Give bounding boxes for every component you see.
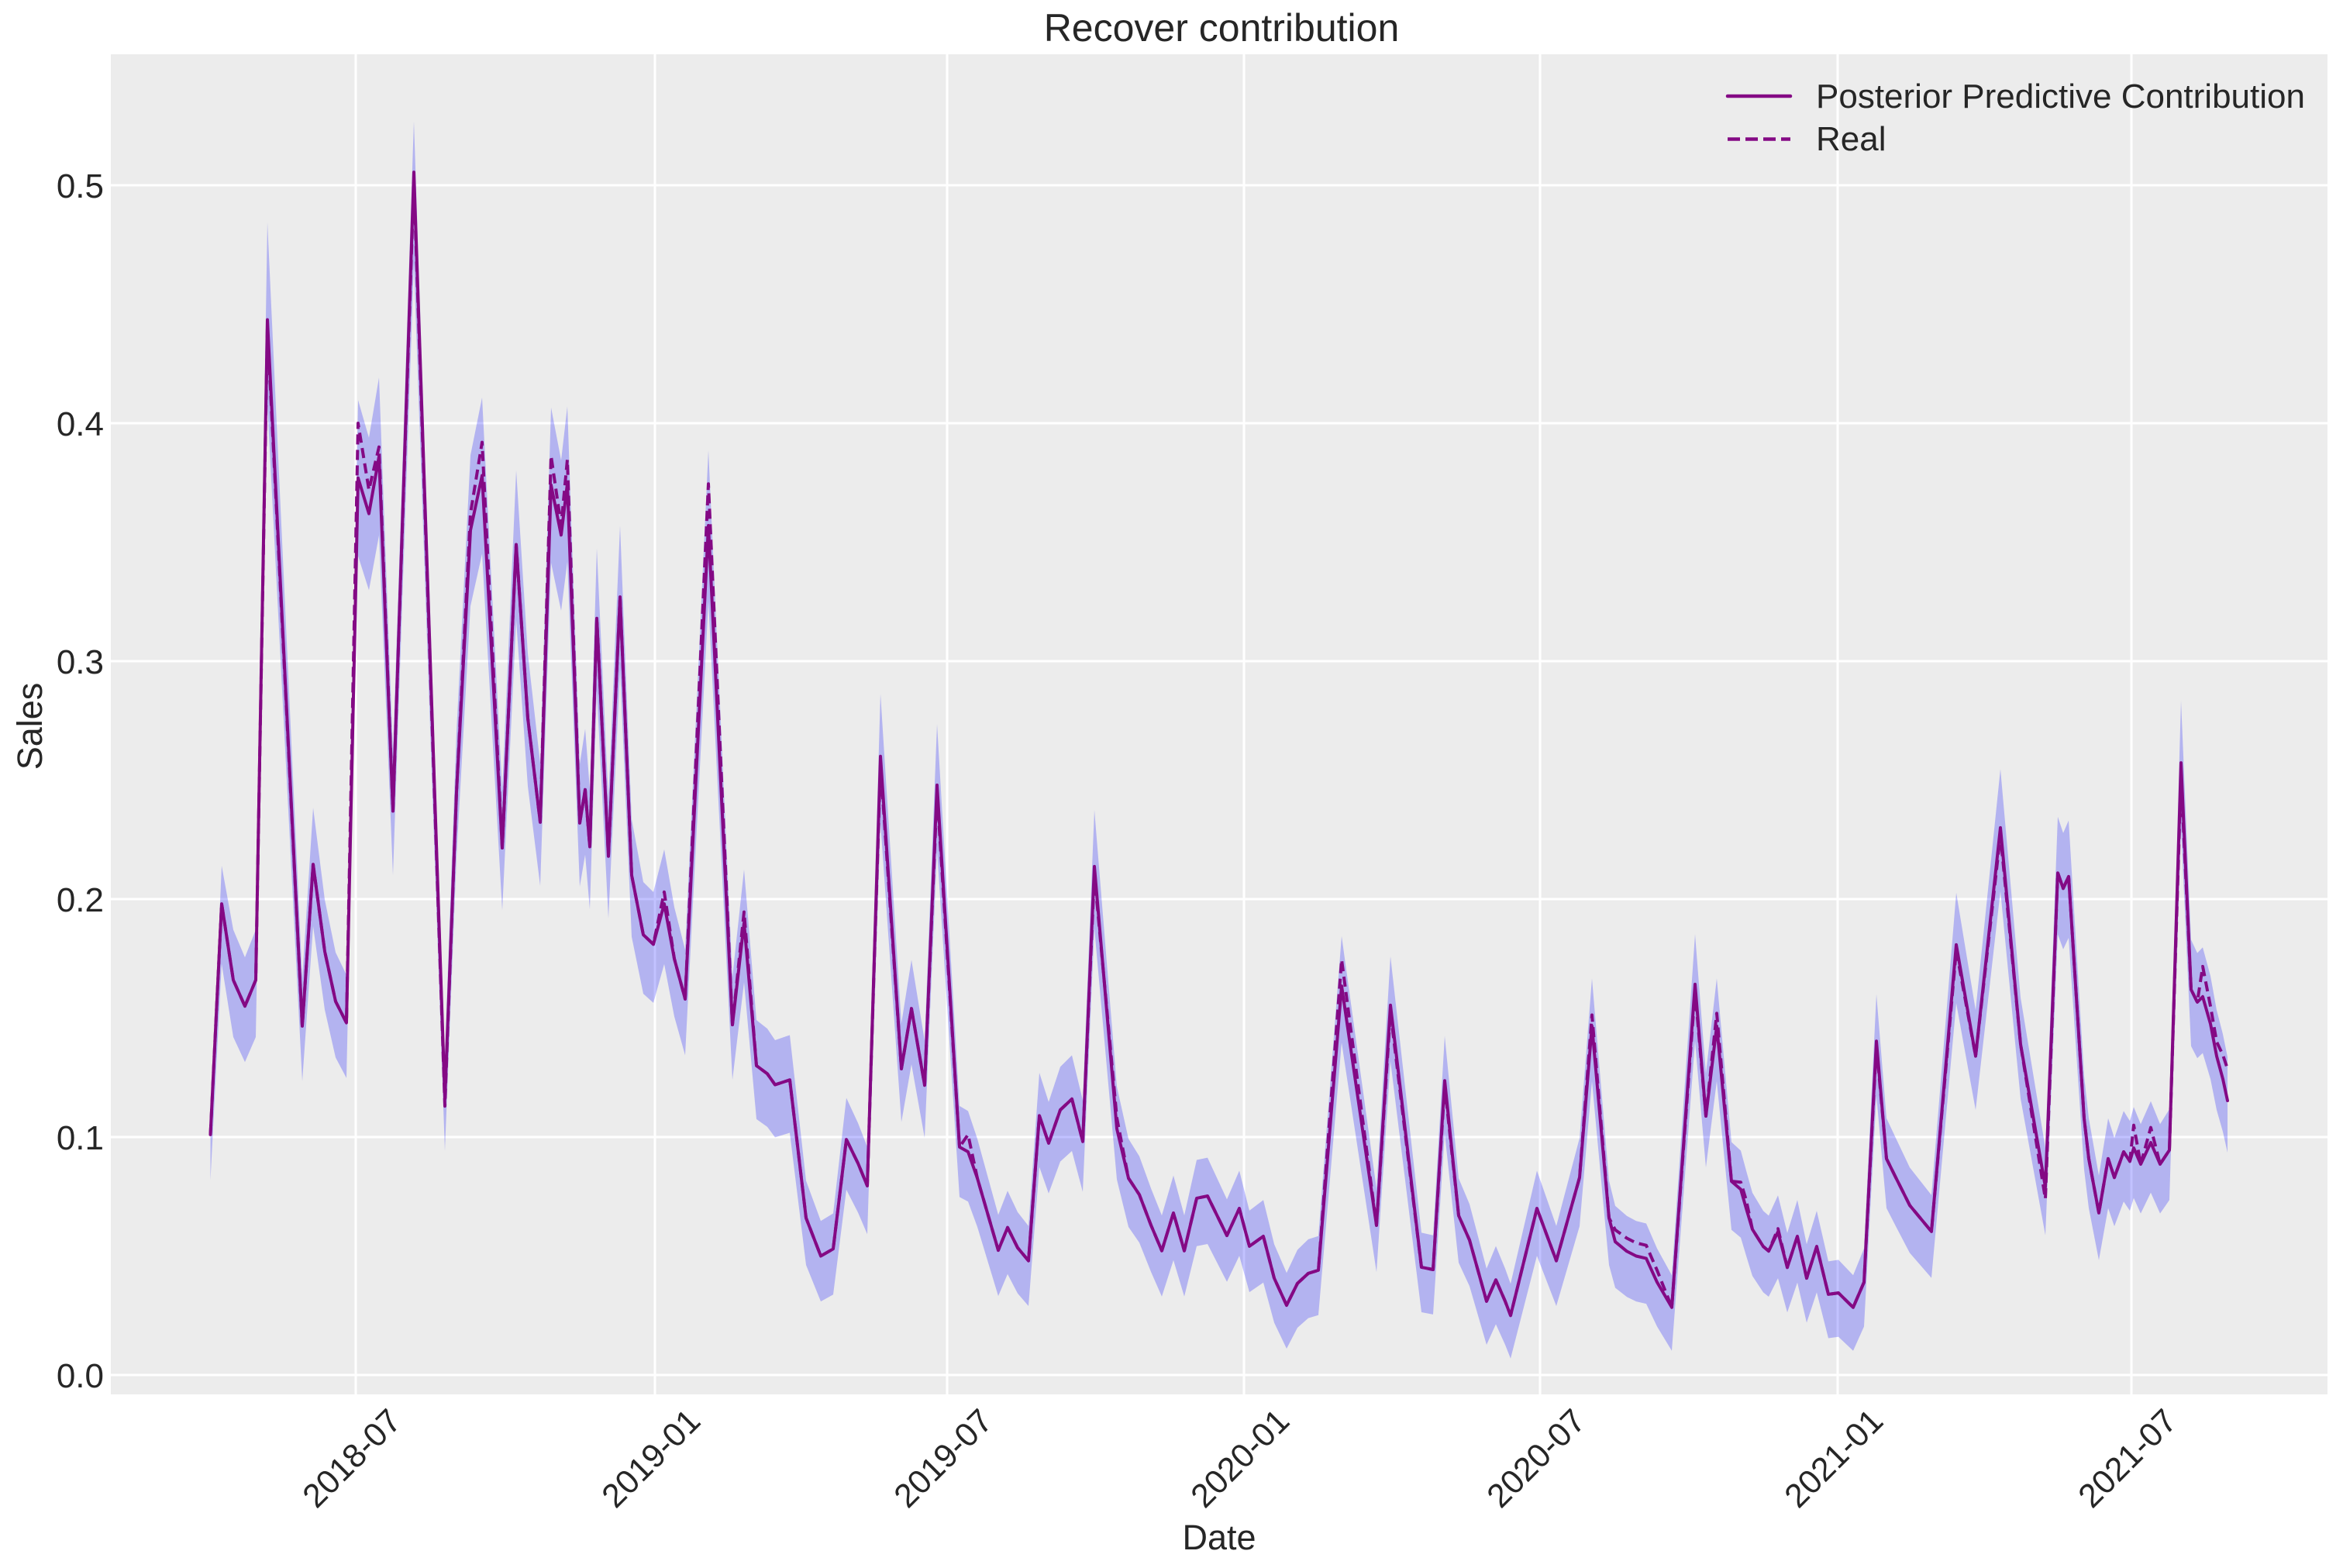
- svg-text:Posterior Predictive Contribut: Posterior Predictive Contribution: [1816, 78, 2305, 115]
- svg-text:0.2: 0.2: [57, 881, 104, 919]
- svg-text:Real: Real: [1816, 120, 1886, 158]
- svg-text:Date: Date: [1182, 1518, 1256, 1557]
- svg-text:0.0: 0.0: [57, 1357, 104, 1395]
- svg-text:0.1: 0.1: [57, 1119, 104, 1157]
- svg-text:Sales: Sales: [10, 683, 50, 770]
- svg-text:0.4: 0.4: [57, 405, 104, 443]
- svg-text:0.3: 0.3: [57, 643, 104, 681]
- svg-text:0.5: 0.5: [57, 167, 104, 205]
- svg-text:Recover contribution: Recover contribution: [1044, 6, 1400, 50]
